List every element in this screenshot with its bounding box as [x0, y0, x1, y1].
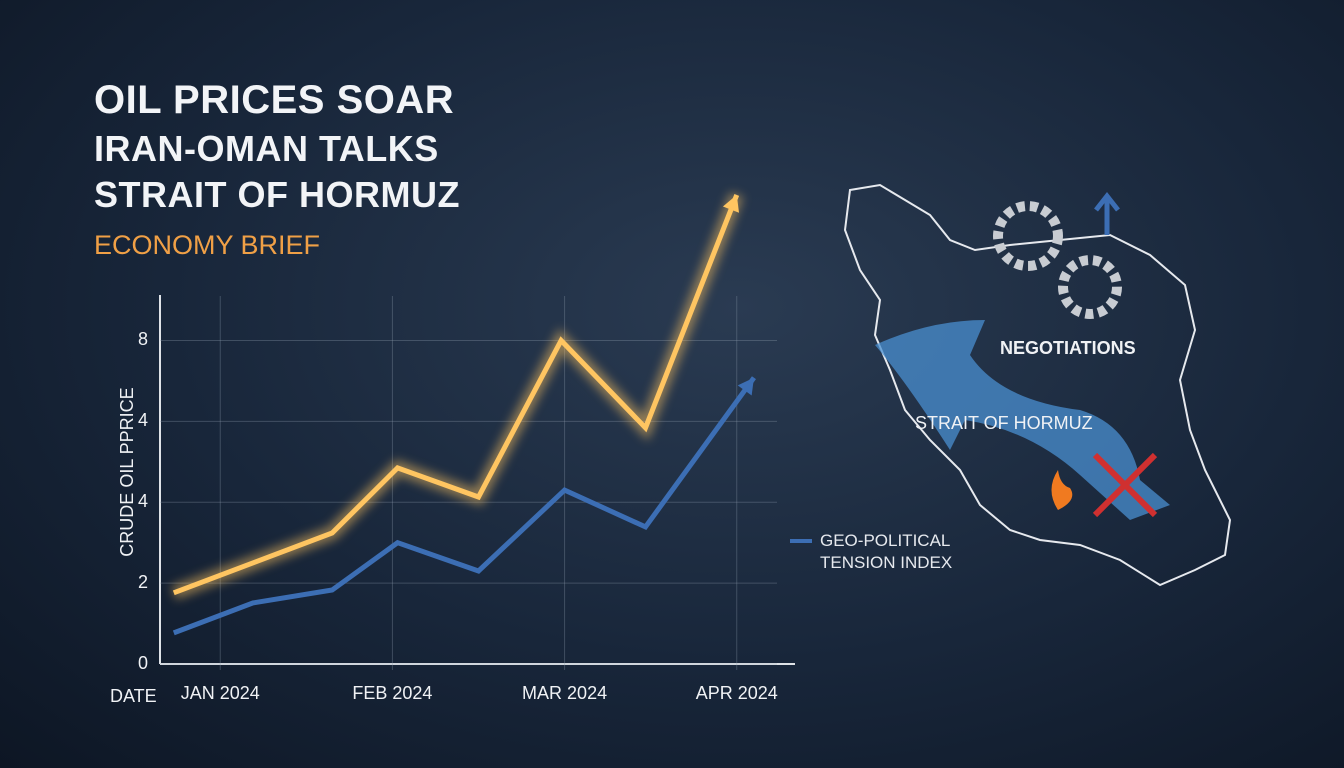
y-tick-label: 4 — [138, 410, 148, 430]
y-tick-label: 4 — [138, 491, 148, 511]
strait-arrow — [875, 320, 1170, 520]
map: NEGOTIATIONS STRAIT OF HORMUZ — [843, 183, 1232, 587]
y-tick-label: 8 — [138, 329, 148, 349]
cross-icon — [1092, 452, 1158, 518]
x-tick-label: FEB 2024 — [352, 683, 432, 703]
up-arrow-icon — [1094, 191, 1120, 235]
gear-icon — [1058, 255, 1122, 319]
headline: IRAN-OMAN TALKS — [94, 128, 439, 169]
arrowhead — [737, 377, 754, 396]
map-label: NEGOTIATIONS — [1000, 338, 1136, 358]
y-tick-label: 0 — [138, 653, 148, 673]
line — [172, 193, 740, 596]
line — [172, 376, 756, 636]
map-outline — [843, 183, 1232, 587]
y-axis-label: CRUDE OIL PPRICE — [117, 387, 137, 556]
y-tick-label: 2 — [138, 572, 148, 592]
arrowhead — [722, 194, 740, 213]
x-axis-label: DATE — [110, 686, 157, 706]
headline: OIL PRICES SOAR — [94, 78, 455, 122]
x-tick-label: MAR 2024 — [522, 683, 607, 703]
fire-icon — [1051, 470, 1073, 510]
headline: STRAIT OF HORMUZ — [94, 174, 460, 215]
kicker: ECONOMY BRIEF — [94, 230, 321, 260]
legend-label: GEO-POLITICAL TENSION INDEX — [820, 531, 953, 572]
gear-icon — [993, 201, 1063, 271]
map-label: STRAIT OF HORMUZ — [915, 413, 1093, 433]
line-glow — [171, 192, 744, 600]
x-tick-label: JAN 2024 — [181, 683, 260, 703]
x-tick-label: APR 2024 — [696, 683, 778, 703]
